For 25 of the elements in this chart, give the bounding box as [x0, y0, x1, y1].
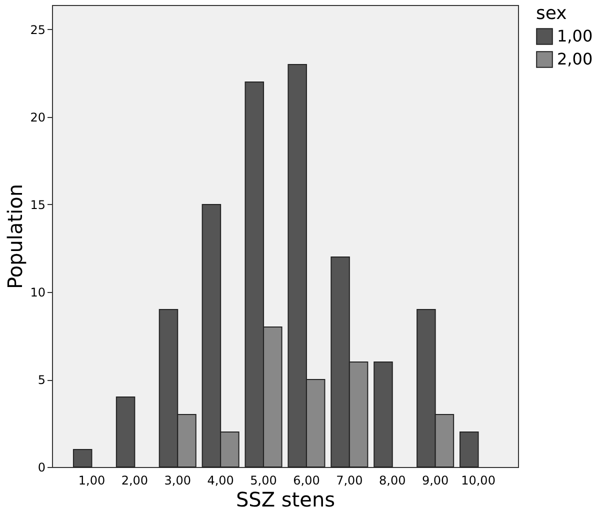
x-axis-title: SSZ stens: [236, 488, 336, 512]
y-tick-label: 15: [30, 198, 46, 212]
y-axis-title: Population: [3, 184, 28, 290]
y-tick-label: 20: [30, 110, 46, 124]
x-tick-label: 9,00: [422, 474, 449, 488]
x-tick-label: 2,00: [121, 474, 148, 488]
y-tick-label: 25: [30, 23, 46, 37]
y-tick-label: 0: [38, 460, 46, 474]
bar: [116, 396, 136, 468]
y-tick-label: 5: [38, 373, 46, 387]
legend-label: 1,00: [557, 26, 593, 46]
x-tick-label: 3,00: [164, 474, 191, 488]
legend-title: sex: [536, 3, 568, 24]
bar: [460, 432, 479, 468]
x-tick-label: 8,00: [379, 474, 406, 488]
x-tick-label: 7,00: [336, 474, 363, 488]
x-tick-label: 6,00: [293, 474, 320, 488]
bar: [374, 362, 393, 468]
y-tick-label: 10: [30, 286, 46, 300]
x-tick-label: 4,00: [207, 474, 234, 488]
bar: [72, 449, 92, 468]
x-tick-label: 5,00: [250, 474, 277, 488]
x-tick-label: 1,00: [78, 474, 106, 488]
x-tick-label: 10,00: [461, 474, 496, 488]
legend-label: 2,00: [557, 50, 593, 68]
